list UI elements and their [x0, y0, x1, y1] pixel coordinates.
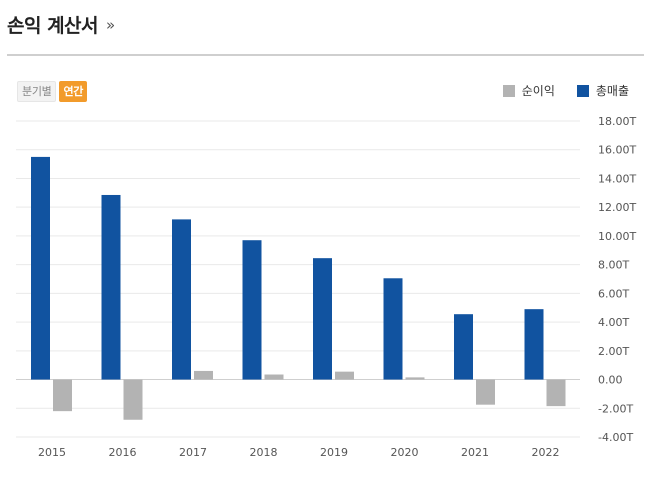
y-tick-label: 2.00T — [598, 345, 629, 358]
quarterly-button[interactable]: 분기별 — [17, 81, 57, 102]
section-header: 손익 계산서 » — [7, 8, 115, 40]
y-tick-label: 16.00T — [598, 144, 636, 157]
legend-label-revenue: 총매출 — [595, 84, 629, 98]
x-tick-label: 2015 — [38, 446, 66, 459]
y-tick-label: -4.00T — [598, 431, 633, 444]
net-income-bar — [335, 371, 354, 380]
x-tick-label: 2020 — [391, 446, 419, 459]
more-link-icon[interactable]: » — [106, 16, 116, 34]
legend-item-revenue[interactable]: 총매출 — [576, 82, 629, 99]
revenue-bar — [31, 156, 50, 380]
net-income-bar — [476, 379, 495, 405]
y-tick-label: -2.00T — [598, 402, 633, 415]
page-title: 손익 계산서 — [7, 14, 99, 37]
net-income-bar — [123, 379, 143, 420]
y-tick-label: 10.00T — [598, 230, 636, 243]
net-income-bar — [546, 379, 566, 407]
legend-swatch-revenue — [576, 84, 589, 97]
y-tick-label: 14.00T — [598, 172, 636, 185]
y-tick-label: 18.00T — [598, 115, 636, 128]
revenue-bar — [101, 194, 121, 380]
revenue-bar — [383, 278, 403, 380]
y-tick-label: 12.00T — [598, 201, 636, 214]
net-income-bar — [405, 377, 425, 380]
annual-button[interactable]: 연간 — [59, 81, 88, 102]
period-toggle: 분기별 연간 — [17, 81, 88, 102]
net-income-bar — [53, 379, 72, 412]
revenue-bar — [454, 314, 473, 380]
legend-item-net-income[interactable]: 순이익 — [502, 82, 555, 99]
revenue-bar — [313, 258, 332, 380]
x-tick-label: 2017 — [179, 446, 207, 459]
header-divider — [7, 54, 644, 56]
x-tick-label: 2021 — [461, 446, 489, 459]
y-tick-label: 6.00T — [598, 287, 629, 300]
revenue-bar — [242, 240, 262, 380]
y-tick-label: 4.00T — [598, 316, 629, 329]
net-income-bar — [194, 370, 213, 380]
legend-swatch-net-income — [502, 84, 515, 97]
chart-legend: 순이익 총매출 — [481, 82, 629, 99]
x-tick-label: 2016 — [109, 446, 137, 459]
legend-label-net-income: 순이익 — [521, 84, 555, 98]
y-tick-label: 0.00 — [598, 374, 623, 387]
x-tick-label: 2018 — [250, 446, 278, 459]
net-income-bar — [264, 374, 284, 380]
y-tick-label: 8.00T — [598, 259, 629, 272]
x-tick-label: 2022 — [532, 446, 560, 459]
revenue-bar — [524, 309, 544, 380]
revenue-bar — [172, 219, 191, 380]
x-tick-label: 2019 — [320, 446, 348, 459]
